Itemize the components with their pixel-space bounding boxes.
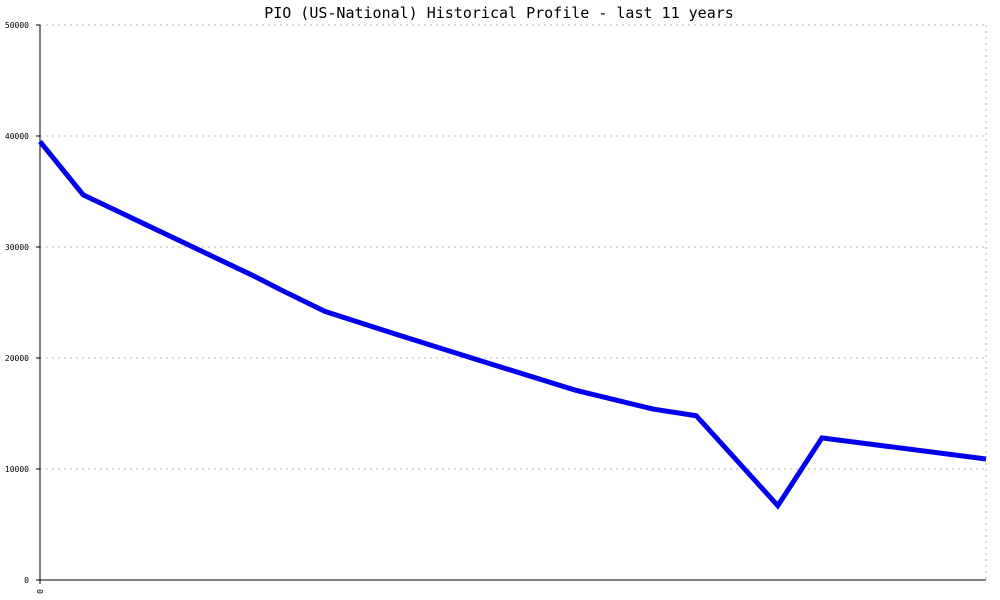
x-axis-ticks: 0: [36, 580, 45, 594]
y-tick-label: 10000: [5, 465, 29, 474]
y-tick-label: 30000: [5, 243, 29, 252]
y-tick-label: 50000: [5, 21, 29, 30]
series-line: [38, 139, 987, 510]
y-tick-label: 0: [24, 576, 29, 585]
y-tick-label: 40000: [5, 132, 29, 141]
chart-title: PIO (US-National) Historical Profile - l…: [264, 4, 734, 22]
y-tick-label: 20000: [5, 354, 29, 363]
y-axis-ticks: 0 10000 20000 30000 40000 50000: [5, 21, 40, 585]
series-group: [38, 139, 987, 510]
x-tick-label: 0: [36, 589, 45, 594]
grid-lines: [40, 24, 987, 580]
axes: [39, 25, 986, 581]
